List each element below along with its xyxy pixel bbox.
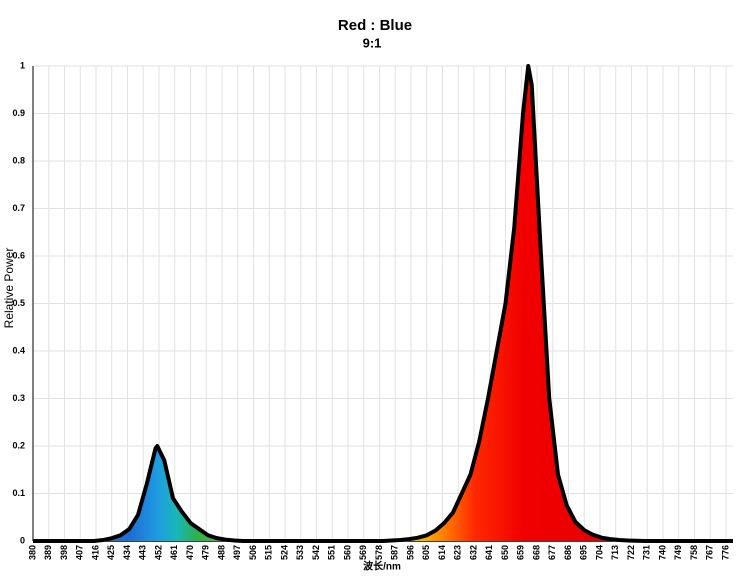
chart-title: Red : Blue [338, 17, 412, 34]
x-tick-label: 506 [248, 545, 258, 560]
x-tick-label: 668 [531, 545, 541, 560]
x-tick-label: 560 [342, 545, 352, 560]
y-tick-label: 0.7 [12, 203, 25, 213]
x-tick-label: 479 [201, 545, 211, 560]
x-tick-label: 767 [705, 545, 715, 560]
x-tick-label: 569 [358, 545, 368, 560]
x-tick-label: 614 [437, 545, 447, 560]
y-tick-label: 0.6 [12, 250, 25, 260]
y-tick-label: 0.1 [12, 488, 25, 498]
x-tick-label: 704 [594, 545, 604, 560]
x-tick-label: 416 [90, 545, 100, 560]
x-tick-label: 641 [484, 545, 494, 560]
x-tick-label: 776 [720, 545, 730, 560]
x-tick-label: 722 [626, 545, 636, 560]
x-tick-label: 632 [468, 545, 478, 560]
x-tick-label: 398 [59, 545, 69, 560]
spectrum-line [33, 64, 733, 543]
x-tick-label: 389 [43, 545, 53, 560]
x-tick-label: 497 [232, 545, 242, 560]
x-tick-label: 488 [216, 545, 226, 560]
x-tick-label: 407 [75, 545, 85, 560]
x-tick-label: 713 [610, 545, 620, 560]
x-tick-label: 677 [547, 545, 557, 560]
x-tick-label: 425 [106, 545, 116, 560]
y-tick-label: 0.4 [12, 345, 25, 355]
x-tick-label: 542 [311, 545, 321, 560]
x-tick-label: 434 [122, 545, 132, 560]
x-tick-label: 731 [642, 545, 652, 560]
x-tick-label: 749 [673, 545, 683, 560]
y-tick-label: 0.3 [12, 393, 25, 403]
x-tick-label: 452 [153, 545, 163, 560]
x-axis-label: 波长/nm [363, 560, 401, 573]
x-tick-label: 533 [295, 545, 305, 560]
x-tick-label: 596 [405, 545, 415, 560]
x-tick-label: 758 [689, 545, 699, 560]
x-tick-label: 623 [453, 545, 463, 560]
y-axis-label: Relative Power [2, 248, 16, 329]
x-tick-label: 470 [185, 545, 195, 560]
x-tick-label: 551 [327, 545, 337, 560]
x-tick-label: 524 [279, 545, 289, 560]
chart-subtitle: 9:1 [363, 35, 382, 50]
x-tick-label: 659 [516, 545, 526, 560]
x-tick-label: 686 [563, 545, 573, 560]
x-tick-label: 578 [374, 545, 384, 560]
x-tick-label: 515 [264, 545, 274, 560]
x-tick-label: 443 [138, 545, 148, 560]
x-tick-label: 605 [421, 545, 431, 560]
x-tick-label: 695 [579, 545, 589, 560]
x-tick-label: 380 [27, 545, 37, 560]
x-tick-label: 650 [500, 545, 510, 560]
y-tick-label: 0.8 [12, 155, 25, 165]
y-tick-label: 0.2 [12, 440, 25, 450]
y-tick-label: 0.9 [12, 108, 25, 118]
y-tick-label: 0 [20, 535, 25, 545]
x-tick-label: 587 [390, 545, 400, 560]
x-tick-label: 461 [169, 545, 179, 560]
y-tick-label: 0.5 [12, 298, 25, 308]
y-tick-label: 1 [20, 60, 25, 70]
x-tick-label: 740 [657, 545, 667, 560]
